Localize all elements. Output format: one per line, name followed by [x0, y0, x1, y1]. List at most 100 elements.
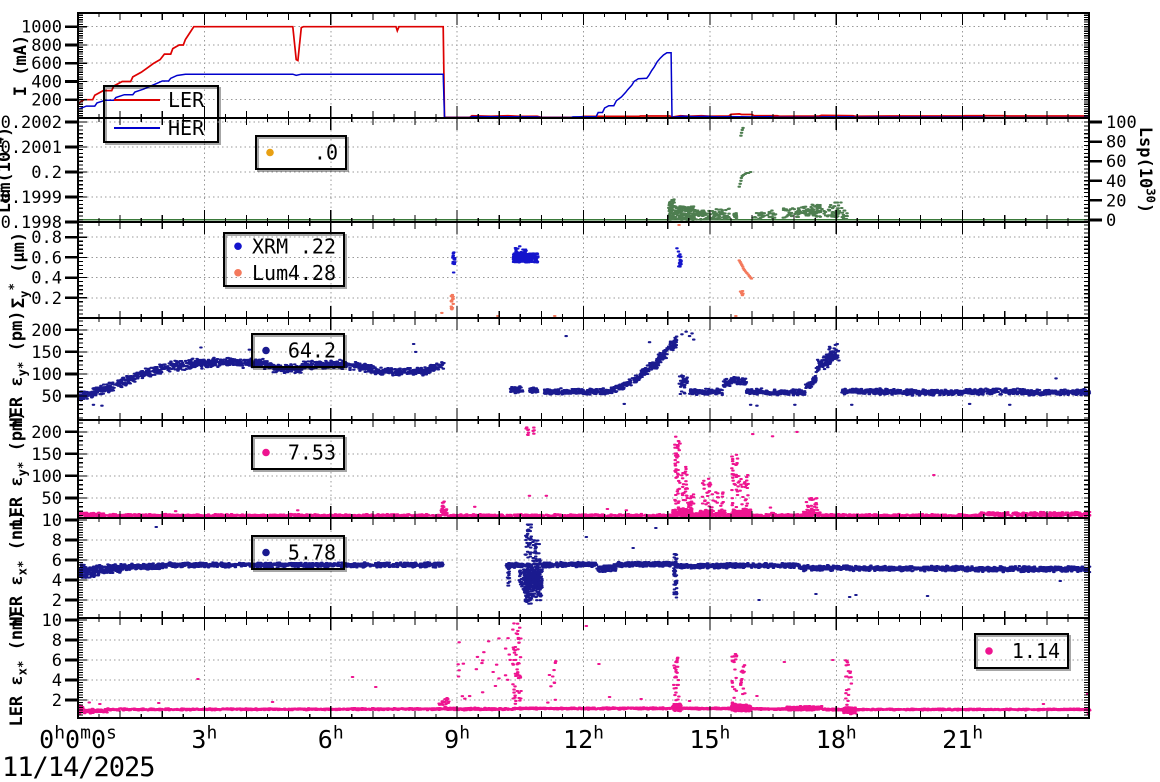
ticks: [65, 618, 1090, 718]
x-tick-label: 9h: [444, 723, 470, 755]
h-gridlines: [78, 26, 1089, 101]
panel-frame: [77, 12, 1090, 119]
luminosity-series-2: [737, 126, 753, 188]
panel-frame: [77, 419, 1090, 519]
panel-frame: [77, 117, 1090, 223]
legend-value: 4.28: [288, 261, 336, 285]
legend-luminosity: .0: [255, 135, 349, 172]
vertical-gridlines: [203, 13, 964, 718]
x-tick-label: 15h: [689, 723, 730, 755]
legend-sigma-y: XRM .22 Lum 4.28: [223, 232, 347, 289]
y-tick-label: 200: [31, 321, 62, 341]
y-tick-label: 2: [52, 591, 62, 611]
legend-beam-current: LER HER: [103, 85, 221, 145]
y-tick-label: 50: [42, 387, 62, 407]
her-ex-ylabel: HER εx* (nm): [7, 509, 29, 626]
x-tick-label: 6h: [318, 723, 344, 755]
y-tick-label: 0.1998: [1, 213, 62, 233]
luminosity-ylabel: Lum(1034): [0, 127, 15, 213]
her-ey-ylabel: HER εy* (pm): [7, 310, 29, 427]
legend-her-ey: 64.2: [251, 333, 347, 370]
y-tick-label: 4: [52, 571, 62, 591]
her-ex-series-0: [77, 559, 1092, 603]
ler-ex-ylabel: LER εx* (nm): [7, 609, 29, 726]
ler-ex-series-1: [437, 622, 854, 708]
y-tick-label-right: 80: [1106, 133, 1126, 153]
y-tick-label: 800: [31, 36, 62, 56]
panel-frame: [77, 617, 1090, 719]
y-tick-label: 8: [52, 531, 62, 551]
sigma-y-series-0: [451, 246, 683, 268]
y-tick-label-right: 60: [1106, 152, 1126, 172]
y-tick-label: 0.4: [31, 269, 62, 289]
y-tick-label: 50: [42, 489, 62, 509]
legend-marker-dot: [234, 242, 242, 251]
legend-marker-dot: [262, 346, 270, 355]
legend-marker-dot: [262, 448, 270, 457]
y-tick-label-right: 0: [1106, 211, 1116, 231]
y-tick-label: 150: [31, 445, 62, 465]
y-tick-label: 10: [42, 611, 62, 631]
x-tick-label: 0h0m0s: [39, 723, 117, 755]
beam-current-ylabel: I (mA): [11, 35, 31, 96]
y-tick-label: 600: [31, 54, 62, 74]
ler-ey-ylabel: LER εy* (pm): [7, 410, 29, 527]
y-tick-label: 200: [31, 423, 62, 443]
legend-value: .0: [314, 141, 338, 165]
h-gridlines: [78, 236, 1089, 299]
x-tick-label: 21h: [942, 723, 983, 755]
ticks: [65, 222, 1090, 318]
legend-her-ex: 5.78: [251, 535, 347, 572]
ler-ey-series-1: [440, 426, 820, 512]
ler-ex-series-2: [87, 624, 1091, 716]
her-ex-series-2: [154, 525, 1063, 602]
legend-name: Lum: [252, 261, 288, 285]
y-tick-label: 100: [31, 365, 62, 385]
legend-value: 7.53: [288, 441, 336, 465]
sigma-y-series-3: [440, 223, 754, 318]
legend-ler-ex: 1.14: [974, 633, 1071, 671]
y-tick-label: 0.2001: [1, 138, 62, 158]
h-gridlines: [78, 121, 1089, 198]
legend-ler-ey: 7.53: [251, 435, 347, 472]
legend-value: 64.2: [288, 339, 336, 363]
sigma-y-series-1: [451, 245, 679, 274]
y-tick-label: 100: [31, 467, 62, 487]
ticks: [65, 318, 1090, 420]
her-ex-series-1: [505, 523, 679, 605]
luminosity-series-1: [666, 198, 849, 221]
legend-value: .22: [300, 234, 336, 258]
y-tick-label: 10: [42, 511, 62, 531]
legend-value: 5.78: [288, 541, 336, 565]
y-tick-label-right: 100: [1106, 113, 1137, 133]
legend-marker-dot: [985, 647, 993, 655]
y-tick-label-right: 40: [1106, 172, 1126, 192]
legend-marker-dot: [266, 148, 274, 157]
ler-ey-series-0: [76, 507, 1092, 519]
y-tick-label: 400: [31, 72, 62, 92]
y-tick-label: 200: [31, 91, 62, 111]
sigma-y-series-2: [449, 289, 745, 311]
y-tick-label-right: 20: [1106, 191, 1126, 211]
y-tick-label: 0.2002: [1, 113, 62, 133]
y-tick-label: 0.2: [31, 289, 62, 309]
sigma-y-ylabel: Σy* (μm): [7, 232, 32, 308]
y-tick-label: 0.8: [31, 228, 62, 248]
y-tick-label: 8: [52, 631, 62, 651]
y-tick-label: 0.6: [31, 248, 62, 268]
her-ey-series-0: [77, 335, 1092, 402]
y-tick-label: 0.1999: [1, 188, 62, 208]
ticks: [65, 420, 1090, 518]
x-tick-label: 12h: [563, 723, 604, 755]
panel-sigma-y: 0.20.40.60.8Σy* (μm) XRM .22 Lum 4.28: [7, 221, 1090, 319]
y-tick-label: 6: [52, 551, 62, 571]
legend-marker-dot: [262, 548, 270, 557]
legend-marker-dot: [234, 268, 242, 277]
y-tick-label: 0.2: [31, 163, 62, 183]
